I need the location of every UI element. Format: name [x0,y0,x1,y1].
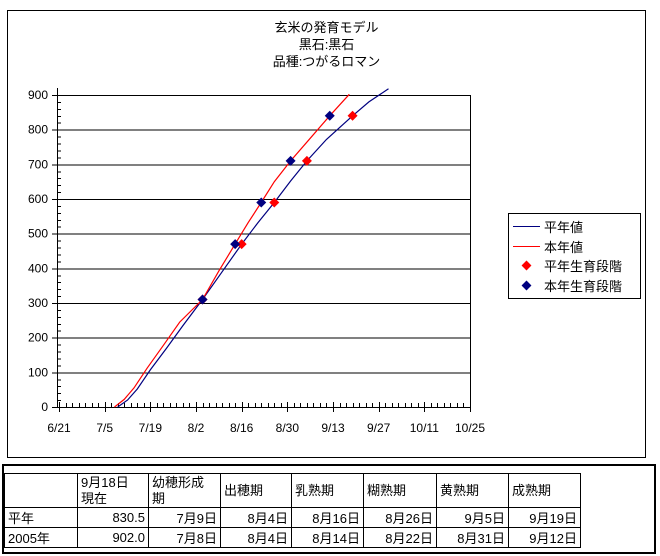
cell-value: 8月16日 [291,507,364,528]
header-heading: 出穂期 [220,473,292,508]
navy-line-swatch-icon [513,225,540,227]
table-header-row: 9月18日 現在 幼穂形成 期 出穂期 乳熟期 糊熟期 黄熟期 成熟期 [4,473,581,508]
cell-value: 902.0 [77,527,149,548]
header-yellow-ripe: 黄熟期 [436,473,509,508]
legend-entry-heinen-stage: 平年生育段階 [513,256,640,275]
chart-title-line2: 黒石:黒石 [298,37,355,52]
legend-label: 本年値 [544,239,584,255]
row-label: 2005年 [4,527,78,548]
svg-text:200: 200 [28,331,48,345]
svg-text:6/21: 6/21 [47,421,71,435]
summary-table: 9月18日 現在 幼穂形成 期 出穂期 乳熟期 糊熟期 黄熟期 成熟期 平年 8… [4,473,581,548]
cell-value: 830.5 [77,507,149,528]
legend-label: 平年値 [544,219,584,235]
svg-text:7/19: 7/19 [139,421,163,435]
chart-title: 玄米の発育モデル 黒石:黒石 品種:つがるロマン [8,19,645,70]
cell-value: 7月8日 [148,527,221,548]
svg-text:100: 100 [28,365,48,379]
header-current: 9月18日 現在 [77,473,149,508]
table-row-2005: 2005年 902.0 7月8日 8月4日 8月14日 8月22日 8月31日 … [4,527,581,548]
navy-diamond-marker-icon [513,280,540,291]
svg-text:800: 800 [28,123,48,137]
chart-title-line1: 玄米の発育モデル [274,20,379,35]
svg-text:8/30: 8/30 [276,421,300,435]
svg-text:600: 600 [28,192,48,206]
legend-label: 本年生育段階 [544,279,623,295]
legend-entry-honnen-stage: 本年生育段階 [513,276,640,295]
plot-area: 0 100 200 300 400 500 600 700 800 900 6/21 7/5 7/19 8… [28,88,485,435]
legend-entry-honnen-line: 本年値 [513,237,640,256]
header-milk-ripe: 乳熟期 [291,473,364,508]
svg-text:300: 300 [28,296,48,310]
red-line-swatch-icon [513,245,540,247]
svg-text:10/25: 10/25 [455,421,485,435]
svg-text:10/11: 10/11 [410,421,439,435]
header-blank [4,473,78,508]
svg-text:8/2: 8/2 [188,421,205,435]
cell-value: 9月19日 [508,507,581,528]
svg-text:9/13: 9/13 [321,421,345,435]
cell-value: 8月4日 [220,507,292,528]
svg-text:400: 400 [28,261,48,275]
legend-entry-heinen-line: 平年値 [513,217,640,236]
cell-value: 9月5日 [436,507,509,528]
svg-text:0: 0 [41,400,48,414]
svg-text:8/16: 8/16 [230,421,254,435]
cell-value: 8月14日 [291,527,364,548]
summary-table-frame: 9月18日 現在 幼穂形成 期 出穂期 乳熟期 糊熟期 黄熟期 成熟期 平年 8… [2,464,656,554]
row-label: 平年 [4,507,78,528]
red-diamond-marker-icon [513,260,540,271]
table-row-heinen: 平年 830.5 7月9日 8月4日 8月16日 8月26日 9月5日 9月19… [4,507,581,528]
cell-value: 8月31日 [436,527,509,548]
svg-text:7/5: 7/5 [96,421,113,435]
svg-text:900: 900 [28,88,48,102]
header-panicle-formation: 幼穂形成 期 [148,473,221,508]
svg-text:9/27: 9/27 [367,421,391,435]
svg-text:700: 700 [28,157,48,171]
chart-title-line3: 品種:つがるロマン [272,54,381,69]
chart-legend: 平年値 本年値 平年生育段階 本年生育段階 [508,213,641,299]
cell-value: 8月4日 [220,527,292,548]
header-dough-ripe: 糊熟期 [363,473,437,508]
cell-value: 8月26日 [363,507,437,528]
cell-value: 8月22日 [363,527,437,548]
cell-value: 9月12日 [508,527,581,548]
cell-value: 7月9日 [148,507,221,528]
header-full-ripe: 成熟期 [508,473,581,508]
svg-text:500: 500 [28,227,48,241]
legend-label: 平年生育段階 [544,259,623,275]
